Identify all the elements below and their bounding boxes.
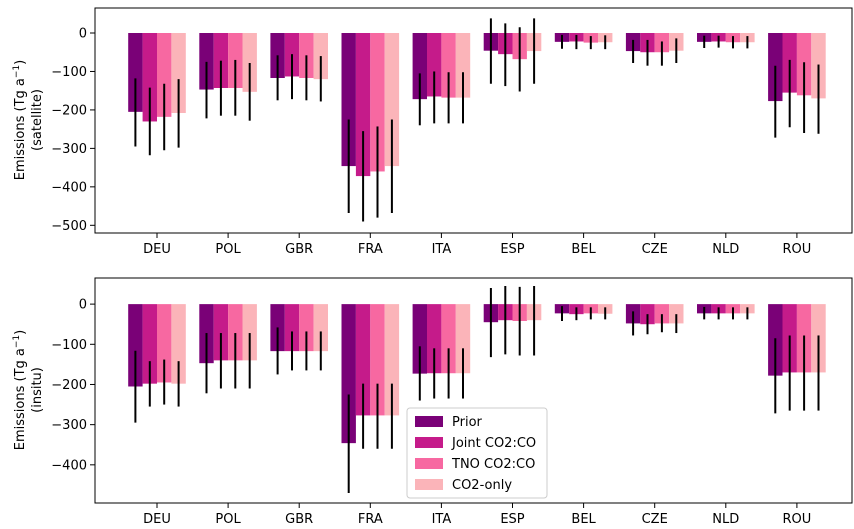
xtick-label: GBR: [285, 242, 313, 257]
legend-swatch: [415, 416, 443, 427]
bar-CZE-2: [654, 304, 670, 324]
bar-FRA-0: [341, 304, 356, 444]
bar-DEU-1: [142, 33, 157, 122]
bar-ITA-0: [412, 304, 427, 374]
legend-swatch: [415, 437, 443, 448]
bar-FRA-1: [355, 33, 371, 177]
ytick-label: −500: [51, 219, 87, 234]
ytick-label: −400: [51, 458, 87, 473]
xtick-label: ESP: [500, 242, 524, 257]
xtick-label: POL: [215, 512, 241, 527]
satellite-panel: 0 −100 −200 −300 −400 −500 DEU POL GBR FRA ITA ESP B…: [12, 7, 853, 257]
bar-FRA-2: [370, 304, 385, 416]
bar-ITA-3: [455, 304, 471, 374]
ytick-label: 0: [79, 27, 87, 42]
xtick-label: NLD: [712, 512, 739, 527]
xtick-label: CZE: [642, 242, 668, 257]
bar-FRA-1: [355, 304, 371, 416]
xtick-label: BEL: [571, 242, 596, 257]
y-axis-label: Emissions (Tg a−1)(satellite): [12, 60, 45, 180]
xtick-label: ROU: [783, 242, 812, 257]
axes-frame: [94, 277, 853, 504]
bar-GBR-2: [299, 304, 314, 352]
xtick-label: POL: [215, 242, 241, 257]
bar-DEU-0: [128, 33, 143, 112]
bar-DEU-3: [171, 33, 186, 113]
ytick-label: −400: [51, 180, 87, 195]
xtick-label: GBR: [285, 512, 313, 527]
bar-POL-1: [213, 33, 229, 88]
bar-DEU-1: [142, 304, 157, 384]
bar-GBR-3: [313, 304, 328, 352]
bar-POL-3: [242, 33, 257, 92]
bar-FRA-0: [341, 33, 356, 167]
bar-ITA-2: [441, 304, 456, 374]
legend-swatch: [415, 479, 443, 490]
xtick-label: NLD: [712, 242, 739, 257]
legend-label: CO2-only: [452, 478, 512, 493]
bar-POL-1: [213, 304, 229, 361]
bar-DEU-2: [157, 304, 172, 383]
axes-frame: [94, 7, 853, 234]
bar-ITA-1: [427, 33, 442, 97]
bar-POL-3: [242, 304, 257, 361]
bar-DEU-0: [128, 304, 143, 387]
ytick-label: −200: [51, 103, 87, 118]
bar-GBR-1: [284, 304, 300, 352]
insitu-panel: 0 −100 −200 −300 −400 DEU POL GBR FRA ITA ESP BEL CZ…: [12, 277, 853, 527]
legend-label: Joint CO2:CO: [451, 436, 536, 451]
ytick-label: 0: [79, 298, 87, 313]
xtick-label: BEL: [571, 512, 596, 527]
bar-ITA-1: [427, 304, 442, 374]
legend-label: TNO CO2:CO: [451, 457, 535, 472]
bar-ITA-2: [441, 33, 456, 98]
y-axis-label: Emissions (Tg a−1)(insitu): [12, 330, 45, 450]
bar-CZE-3: [669, 304, 684, 324]
bar-DEU-2: [157, 33, 172, 117]
xtick-label: ITA: [432, 242, 452, 257]
xtick-label: ROU: [783, 512, 812, 527]
ytick-label: −300: [51, 142, 87, 157]
bar-FRA-3: [384, 304, 400, 416]
bar-ITA-0: [412, 33, 427, 100]
xtick-label: ITA: [432, 512, 452, 527]
bar-FRA-2: [370, 33, 385, 172]
xtick-label: FRA: [358, 242, 383, 257]
legend-box: [406, 407, 548, 499]
ytick-label: −300: [51, 418, 87, 433]
legend-swatch: [415, 458, 443, 469]
bar-GBR-3: [313, 33, 328, 80]
bar-ITA-3: [455, 33, 471, 98]
bar-DEU-3: [171, 304, 186, 384]
xtick-label: DEU: [143, 242, 171, 257]
bar-POL-2: [228, 304, 243, 361]
ytick-label: −200: [51, 378, 87, 393]
ytick-label: −100: [51, 338, 87, 353]
xtick-label: FRA: [358, 512, 383, 527]
bar-POL-0: [199, 33, 214, 90]
ytick-label: −100: [51, 65, 87, 80]
xtick-label: ESP: [500, 512, 524, 527]
xtick-label: DEU: [143, 512, 171, 527]
xtick-label: CZE: [642, 512, 668, 527]
legend-label: Prior: [452, 415, 483, 430]
bar-FRA-3: [384, 33, 400, 167]
